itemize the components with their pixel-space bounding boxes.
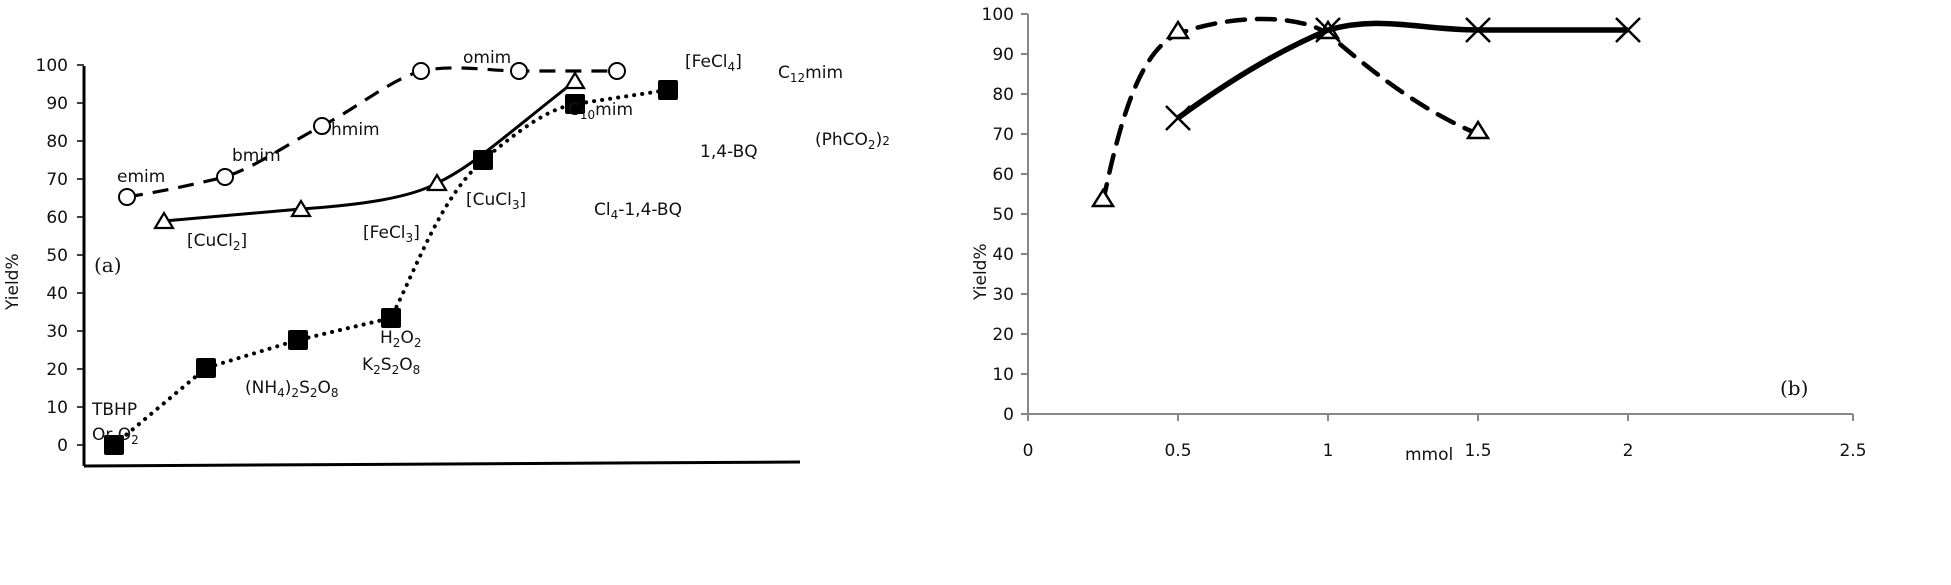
series-oxidant-markers (104, 80, 678, 455)
label-c10mim: C10mim (568, 100, 633, 122)
triangle-marker (290, 198, 312, 218)
series-b-triangle-markers (1090, 19, 1491, 208)
tick-label: 2.5 (1839, 441, 1866, 461)
circle-marker (313, 117, 331, 135)
tick-label: 60 (46, 208, 68, 228)
tick-label: 0 (1023, 441, 1034, 461)
series-anion-line (163, 79, 576, 223)
triangle-marker (1090, 187, 1116, 208)
square-marker (658, 80, 678, 100)
label-cucl3: [CuCl3] (466, 190, 526, 212)
chart-b-y-axis-title: Yield% (971, 243, 991, 301)
label-emim: emim (117, 167, 165, 187)
series-anion-markers (153, 70, 586, 230)
circle-marker (118, 188, 136, 206)
tick-label: 100 (36, 56, 68, 76)
x-marker (1165, 105, 1191, 131)
x-marker (1615, 17, 1641, 43)
x-marker (1465, 17, 1491, 43)
label-h2o2: H2O2 (380, 328, 421, 350)
tick-label: 0 (57, 436, 68, 456)
tick-label: 70 (46, 170, 68, 190)
chart-a-panel-label: (a) (94, 253, 122, 277)
label-or-o2: Or O2 (92, 425, 139, 447)
tick-label: 0.5 (1164, 441, 1191, 461)
tick-label: 70 (992, 125, 1014, 145)
tick-label: 1.5 (1464, 441, 1491, 461)
tick-label: 80 (992, 85, 1014, 105)
tick-label: 60 (992, 165, 1014, 185)
triangle-marker (426, 172, 448, 192)
label-c12mim: C12mim (778, 63, 843, 85)
label-fecl3: [FeCl3] (363, 223, 420, 245)
tick-label: 50 (992, 205, 1014, 225)
series-cation-markers (118, 62, 626, 206)
tick-label: 40 (46, 284, 68, 304)
x-marker (1315, 17, 1341, 43)
tick-label: 1 (1323, 441, 1334, 461)
triangle-marker (1465, 119, 1491, 140)
label-cucl2: [CuCl2] (187, 231, 247, 253)
label-k2s2o8: K2S2O8 (362, 355, 420, 377)
tick-label: 20 (46, 360, 68, 380)
square-marker (381, 308, 401, 328)
tick-label: 90 (992, 45, 1014, 65)
chart-a-y-ticks (77, 64, 84, 446)
label-1-4-bq: 1,4-BQ (700, 142, 758, 162)
circle-marker (510, 62, 528, 80)
chart-a-point-labels: emim bmim hmim omim C10mim C12mim [CuCl2… (91, 48, 890, 447)
chart-b-y-tick-labels: 0 10 20 30 40 50 60 70 80 90 100 (982, 5, 1014, 425)
series-b-cross-line (1176, 20, 1628, 121)
chart-a: 0 10 20 30 40 50 60 70 80 90 100 Yield% (3, 48, 890, 468)
square-marker (196, 358, 216, 378)
square-marker (104, 435, 124, 455)
series-b-cross-markers (1165, 17, 1641, 131)
label-nh4-2s2o8: (NH4)2S2O8 (245, 378, 339, 400)
tick-label: 100 (982, 5, 1014, 25)
chart-b: 0 10 20 30 40 50 60 70 80 90 100 0 0.5 1… (971, 5, 1867, 465)
tick-label: 10 (46, 398, 68, 418)
chart-b-y-ticks (1021, 13, 1028, 415)
label-bmim: bmim (232, 146, 281, 166)
label-hmim: hmim (331, 120, 380, 140)
square-marker (565, 94, 585, 114)
circle-marker (608, 62, 626, 80)
square-marker (473, 150, 493, 170)
label-tbhp: TBHP (91, 400, 137, 420)
circle-marker (216, 168, 234, 186)
chart-a-x-axis (83, 460, 801, 468)
tick-label: 40 (992, 245, 1014, 265)
triangle-marker (564, 70, 586, 90)
chart-b-x-axis-title: mmol (1405, 445, 1453, 465)
tick-label: 30 (992, 285, 1014, 305)
square-marker (288, 330, 308, 350)
tick-label: 20 (992, 325, 1014, 345)
tick-label: 10 (992, 365, 1014, 385)
label-fecl4: [FeCl4] (685, 52, 742, 74)
tick-label: 50 (46, 246, 68, 266)
series-b-triangle-line (1100, 16, 1481, 205)
triangle-marker (1165, 19, 1191, 40)
chart-b-x-tick-labels: 0 0.5 1 1.5 2 2.5 (1023, 441, 1867, 461)
label-omim: omim (463, 48, 511, 68)
tick-label: 90 (46, 94, 68, 114)
label-cl4-bq: Cl4-1,4-BQ (594, 200, 682, 222)
triangle-marker (153, 210, 175, 230)
label-phco2: (PhCO2)2 (815, 130, 890, 152)
tick-label: 30 (46, 322, 68, 342)
tick-label: 80 (46, 132, 68, 152)
tick-label: 0 (1003, 405, 1014, 425)
chart-b-panel-label: (b) (1780, 376, 1808, 400)
chart-b-x-ticks (1027, 414, 1854, 421)
series-oxidant-line (112, 88, 670, 447)
tick-label: 2 (1623, 441, 1634, 461)
circle-marker (412, 62, 430, 80)
chart-a-y-axis-title: Yield% (3, 253, 23, 311)
chart-a-y-tick-labels: 0 10 20 30 40 50 60 70 80 90 100 (36, 56, 68, 456)
